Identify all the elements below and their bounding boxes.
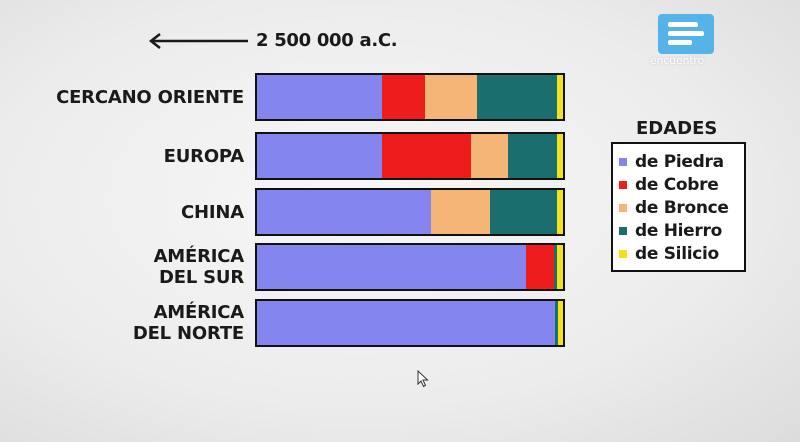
legend-label: de Bronce	[635, 197, 729, 218]
start-date-label: 2 500 000 a.C.	[256, 30, 398, 51]
bar-segment	[257, 301, 556, 345]
legend-swatch	[619, 203, 627, 212]
bar-segment	[556, 134, 563, 178]
category-label-line: CHINA	[181, 201, 244, 223]
category-label-line: EUROPA	[163, 145, 245, 167]
category-label: AMÉRICA DEL SUR	[153, 246, 245, 288]
category-label-line: AMÉRICA	[153, 302, 245, 323]
bar-segment	[553, 245, 557, 289]
bar-segment	[471, 134, 508, 178]
legend-label: de Cobre	[635, 174, 719, 195]
legend-item: de Hierro	[619, 219, 744, 242]
bar-segment	[477, 75, 557, 119]
legend-label: de Piedra	[635, 151, 724, 172]
bar-row	[255, 243, 565, 291]
bar-segment	[257, 134, 383, 178]
bar-segment	[556, 190, 563, 234]
legend-swatch	[619, 157, 627, 166]
bar-segment	[257, 245, 527, 289]
logo-text: encuentro	[650, 54, 705, 67]
legend-title: EDADES	[636, 118, 718, 139]
bar-row	[255, 188, 565, 236]
category-label-line: CERCANO ORIENTE	[56, 86, 244, 108]
bar-segment	[489, 190, 557, 234]
category-label-line: AMÉRICA	[153, 246, 245, 267]
legend-swatch	[619, 249, 627, 258]
bar-segment	[558, 301, 563, 345]
bar-segment	[555, 301, 559, 345]
legend-item: de Piedra	[619, 150, 744, 173]
category-label-line: DEL SUR	[158, 267, 244, 288]
bar-row	[255, 299, 565, 347]
encuentro-logo	[658, 14, 714, 54]
legend-item: de Silicio	[619, 242, 744, 265]
mouse-cursor-icon	[417, 370, 429, 388]
bar-segment	[507, 134, 557, 178]
bar-segment	[425, 75, 478, 119]
category-label: CERCANO ORIENTE	[56, 87, 244, 108]
category-label-line: DEL NORTE	[132, 323, 244, 344]
legend-item: de Cobre	[619, 173, 744, 196]
bar-row	[255, 132, 565, 180]
timeline-header: 2 500 000 a.C.	[146, 30, 398, 51]
category-label: CHINA	[181, 202, 244, 223]
category-label: AMÉRICA DEL NORTE	[133, 302, 244, 344]
bar-segment	[382, 75, 426, 119]
bar-segment	[556, 75, 563, 119]
bar-segment	[431, 190, 490, 234]
bar-segment	[556, 245, 563, 289]
bar-row	[255, 73, 565, 121]
category-label: EUROPA	[163, 145, 245, 167]
legend-swatch	[619, 226, 627, 235]
bar-segment	[526, 245, 554, 289]
bar-segment	[257, 75, 383, 119]
bar-segment	[257, 190, 432, 234]
legend-label: de Hierro	[635, 220, 722, 241]
arrow-left-icon	[148, 32, 248, 49]
legend-label: de Silicio	[635, 243, 719, 264]
legend: de Piedra de Cobre de Bronce de Hierro de Si…	[611, 142, 746, 272]
legend-item: de Bronce	[619, 196, 744, 219]
bar-segment	[382, 134, 472, 178]
legend-swatch	[619, 180, 627, 189]
